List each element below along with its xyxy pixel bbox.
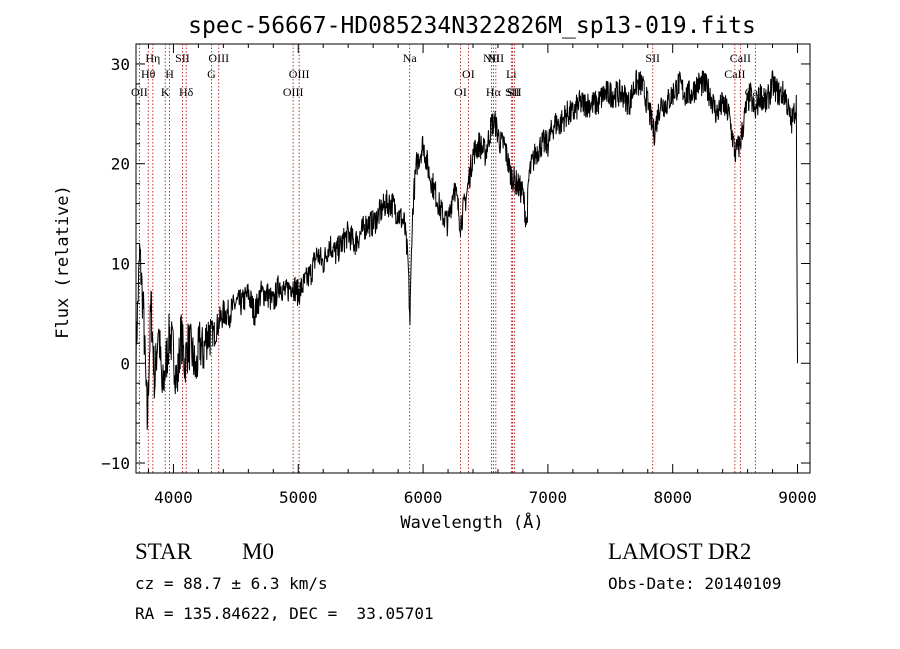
y-tick-label: 20 — [111, 155, 130, 174]
x-tick-label: 9000 — [778, 488, 817, 507]
y-tick-label: 0 — [120, 354, 130, 373]
x-tick-label: 8000 — [653, 488, 692, 507]
obs-date: Obs-Date: 20140109 — [608, 574, 782, 593]
line-marker-label: Hθ — [141, 67, 156, 81]
line-marker-label: CaII — [730, 51, 751, 65]
x-tick-label: 6000 — [404, 488, 443, 507]
line-marker-label: NII — [488, 51, 505, 65]
spectral-subclass: M0 — [242, 539, 274, 564]
y-tick-label: 30 — [111, 55, 130, 74]
line-marker-label: SII — [505, 85, 520, 99]
x-tick-label: 5000 — [279, 488, 318, 507]
y-tick-label: 10 — [111, 254, 130, 273]
survey-name: LAMOST DR2 — [608, 539, 752, 564]
axes: 4000 5000 6000 7000 8000 9000 −10 0 10 20 30 — [101, 44, 817, 507]
line-marker-label: K — [161, 85, 170, 99]
x-tick-label: 4000 — [154, 488, 193, 507]
line-marker-label: OIII — [289, 67, 310, 81]
line-marker-label: OIII — [283, 85, 304, 99]
y-tick-label: −10 — [101, 454, 130, 473]
line-marker-label: SII — [645, 51, 660, 65]
x-tick-label: 7000 — [529, 488, 568, 507]
line-marker-label: Hα — [486, 85, 502, 99]
y-axis-label: Flux (relative) — [53, 185, 73, 339]
chart-title: spec-56667-HD085234N322826M_sp13-019.fit… — [188, 13, 756, 39]
emission-line-markers: OIIHθHηKHSIIHδGOIIIOIIIOIIINaOIOINIIHαNI… — [131, 44, 766, 473]
line-marker-label: SII — [507, 85, 522, 99]
plot-frame — [135, 43, 811, 474]
line-marker-label: Hη — [145, 51, 160, 65]
spectrum-line — [135, 69, 798, 430]
x-axis-label: Wavelength (Å) — [400, 511, 543, 533]
object-class: STAR — [135, 539, 192, 564]
line-marker-label: G — [207, 67, 216, 81]
coordinates: RA = 135.84622, DEC = 33.05701 — [135, 604, 434, 623]
line-marker-label: OI — [462, 67, 475, 81]
line-marker-label: Hδ — [179, 85, 194, 99]
line-marker-label: OII — [131, 85, 148, 99]
line-marker-label: SII — [175, 51, 190, 65]
line-marker-label: Li — [506, 67, 517, 81]
line-marker-label: H — [165, 67, 174, 81]
line-marker-label: CaII — [724, 67, 745, 81]
line-marker-label: OIII — [208, 51, 229, 65]
line-marker-label: Na — [403, 51, 418, 65]
redshift-value: cz = 88.7 ± 6.3 km/s — [135, 574, 328, 593]
line-marker-label: OI — [454, 85, 467, 99]
